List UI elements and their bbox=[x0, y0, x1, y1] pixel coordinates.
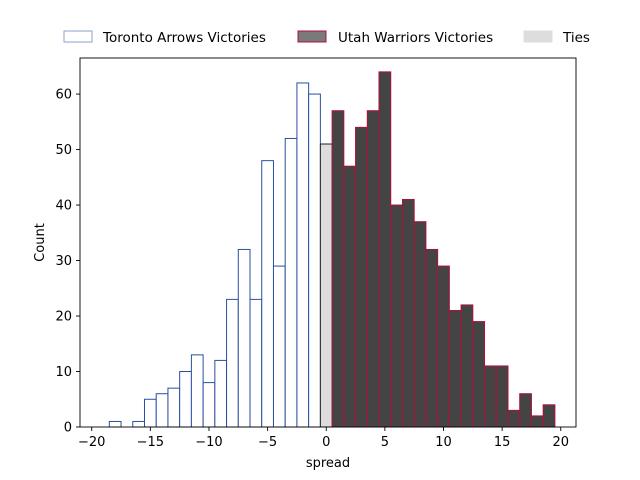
y-tick-label: 10 bbox=[55, 365, 72, 380]
histogram-bar bbox=[249, 298, 263, 428]
histogram-bar bbox=[167, 387, 181, 428]
histogram-bar bbox=[331, 110, 345, 428]
y-tick-label: 0 bbox=[64, 421, 72, 436]
histogram-bar bbox=[214, 359, 228, 428]
histogram-bar bbox=[108, 420, 122, 428]
histogram-bar bbox=[284, 137, 298, 428]
x-tick-label: −20 bbox=[78, 435, 105, 450]
x-tick-label: 0 bbox=[322, 435, 330, 450]
legend-label-toronto: Toronto Arrows Victories bbox=[102, 30, 266, 46]
x-tick-label: −10 bbox=[195, 435, 222, 450]
histogram-bar bbox=[202, 382, 216, 428]
histogram-bar bbox=[343, 165, 357, 428]
legend-swatch-utah bbox=[297, 30, 327, 43]
histogram-bar bbox=[437, 265, 450, 428]
legend: Toronto Arrows Victories Utah Warriors V… bbox=[63, 30, 590, 46]
histogram-bar bbox=[542, 404, 556, 428]
histogram-bar bbox=[308, 93, 321, 428]
histogram-bar bbox=[155, 393, 169, 428]
x-axis-ticks: −20 −15 −10 −5 0 5 10 15 20 bbox=[78, 427, 569, 450]
histogram-bar bbox=[425, 248, 439, 428]
legend-entry-ties: Ties bbox=[523, 30, 590, 46]
y-tick-label: 30 bbox=[55, 254, 72, 269]
histogram-bar bbox=[507, 409, 521, 428]
legend-entry-utah: Utah Warriors Victories bbox=[297, 30, 493, 46]
x-tick-label: 5 bbox=[381, 435, 389, 450]
x-tick-label: 10 bbox=[435, 435, 452, 450]
x-tick-label: 20 bbox=[552, 435, 569, 450]
histogram-bars bbox=[108, 71, 556, 428]
histogram-bar bbox=[378, 71, 392, 428]
legend-label-ties: Ties bbox=[562, 30, 590, 46]
histogram-bar bbox=[226, 298, 239, 428]
legend-swatch-toronto bbox=[63, 30, 93, 43]
x-tick-label: −5 bbox=[258, 435, 277, 450]
histogram-bar bbox=[460, 304, 474, 428]
histogram-bar bbox=[519, 393, 532, 428]
x-axis-label: spread bbox=[306, 456, 350, 471]
histogram-bar bbox=[390, 204, 403, 428]
histogram-bar bbox=[495, 365, 509, 428]
histogram-bar bbox=[401, 198, 415, 428]
histogram-bar bbox=[472, 321, 486, 428]
histogram-bar bbox=[530, 415, 544, 428]
y-tick-label: 40 bbox=[55, 199, 72, 214]
histogram-bar bbox=[355, 126, 368, 428]
histogram-bar bbox=[366, 110, 380, 428]
x-tick-label: −15 bbox=[137, 435, 164, 450]
histogram-bar bbox=[237, 248, 251, 428]
y-tick-label: 20 bbox=[55, 310, 72, 325]
histogram-bar bbox=[190, 354, 204, 428]
histogram-bar bbox=[448, 309, 462, 428]
y-tick-label: 50 bbox=[55, 143, 72, 158]
histogram-bar bbox=[319, 143, 333, 428]
y-tick-label: 60 bbox=[55, 88, 72, 103]
y-axis-label: Count bbox=[33, 223, 48, 262]
x-tick-label: 15 bbox=[494, 435, 511, 450]
histogram-bar bbox=[132, 420, 145, 428]
legend-label-utah: Utah Warriors Victories bbox=[338, 30, 493, 46]
plot-frame bbox=[79, 57, 577, 428]
legend-swatch-ties bbox=[523, 30, 553, 43]
histogram-bar bbox=[296, 82, 310, 428]
histogram-bar bbox=[272, 265, 286, 428]
histogram-bar bbox=[413, 221, 427, 428]
histogram-bar bbox=[261, 160, 274, 428]
histogram-bar bbox=[484, 365, 497, 428]
histogram-bar bbox=[143, 398, 157, 428]
y-axis-ticks: 0 10 20 30 40 50 60 bbox=[55, 88, 80, 436]
legend-entry-toronto: Toronto Arrows Victories bbox=[63, 30, 266, 46]
histogram-bar bbox=[179, 371, 192, 428]
